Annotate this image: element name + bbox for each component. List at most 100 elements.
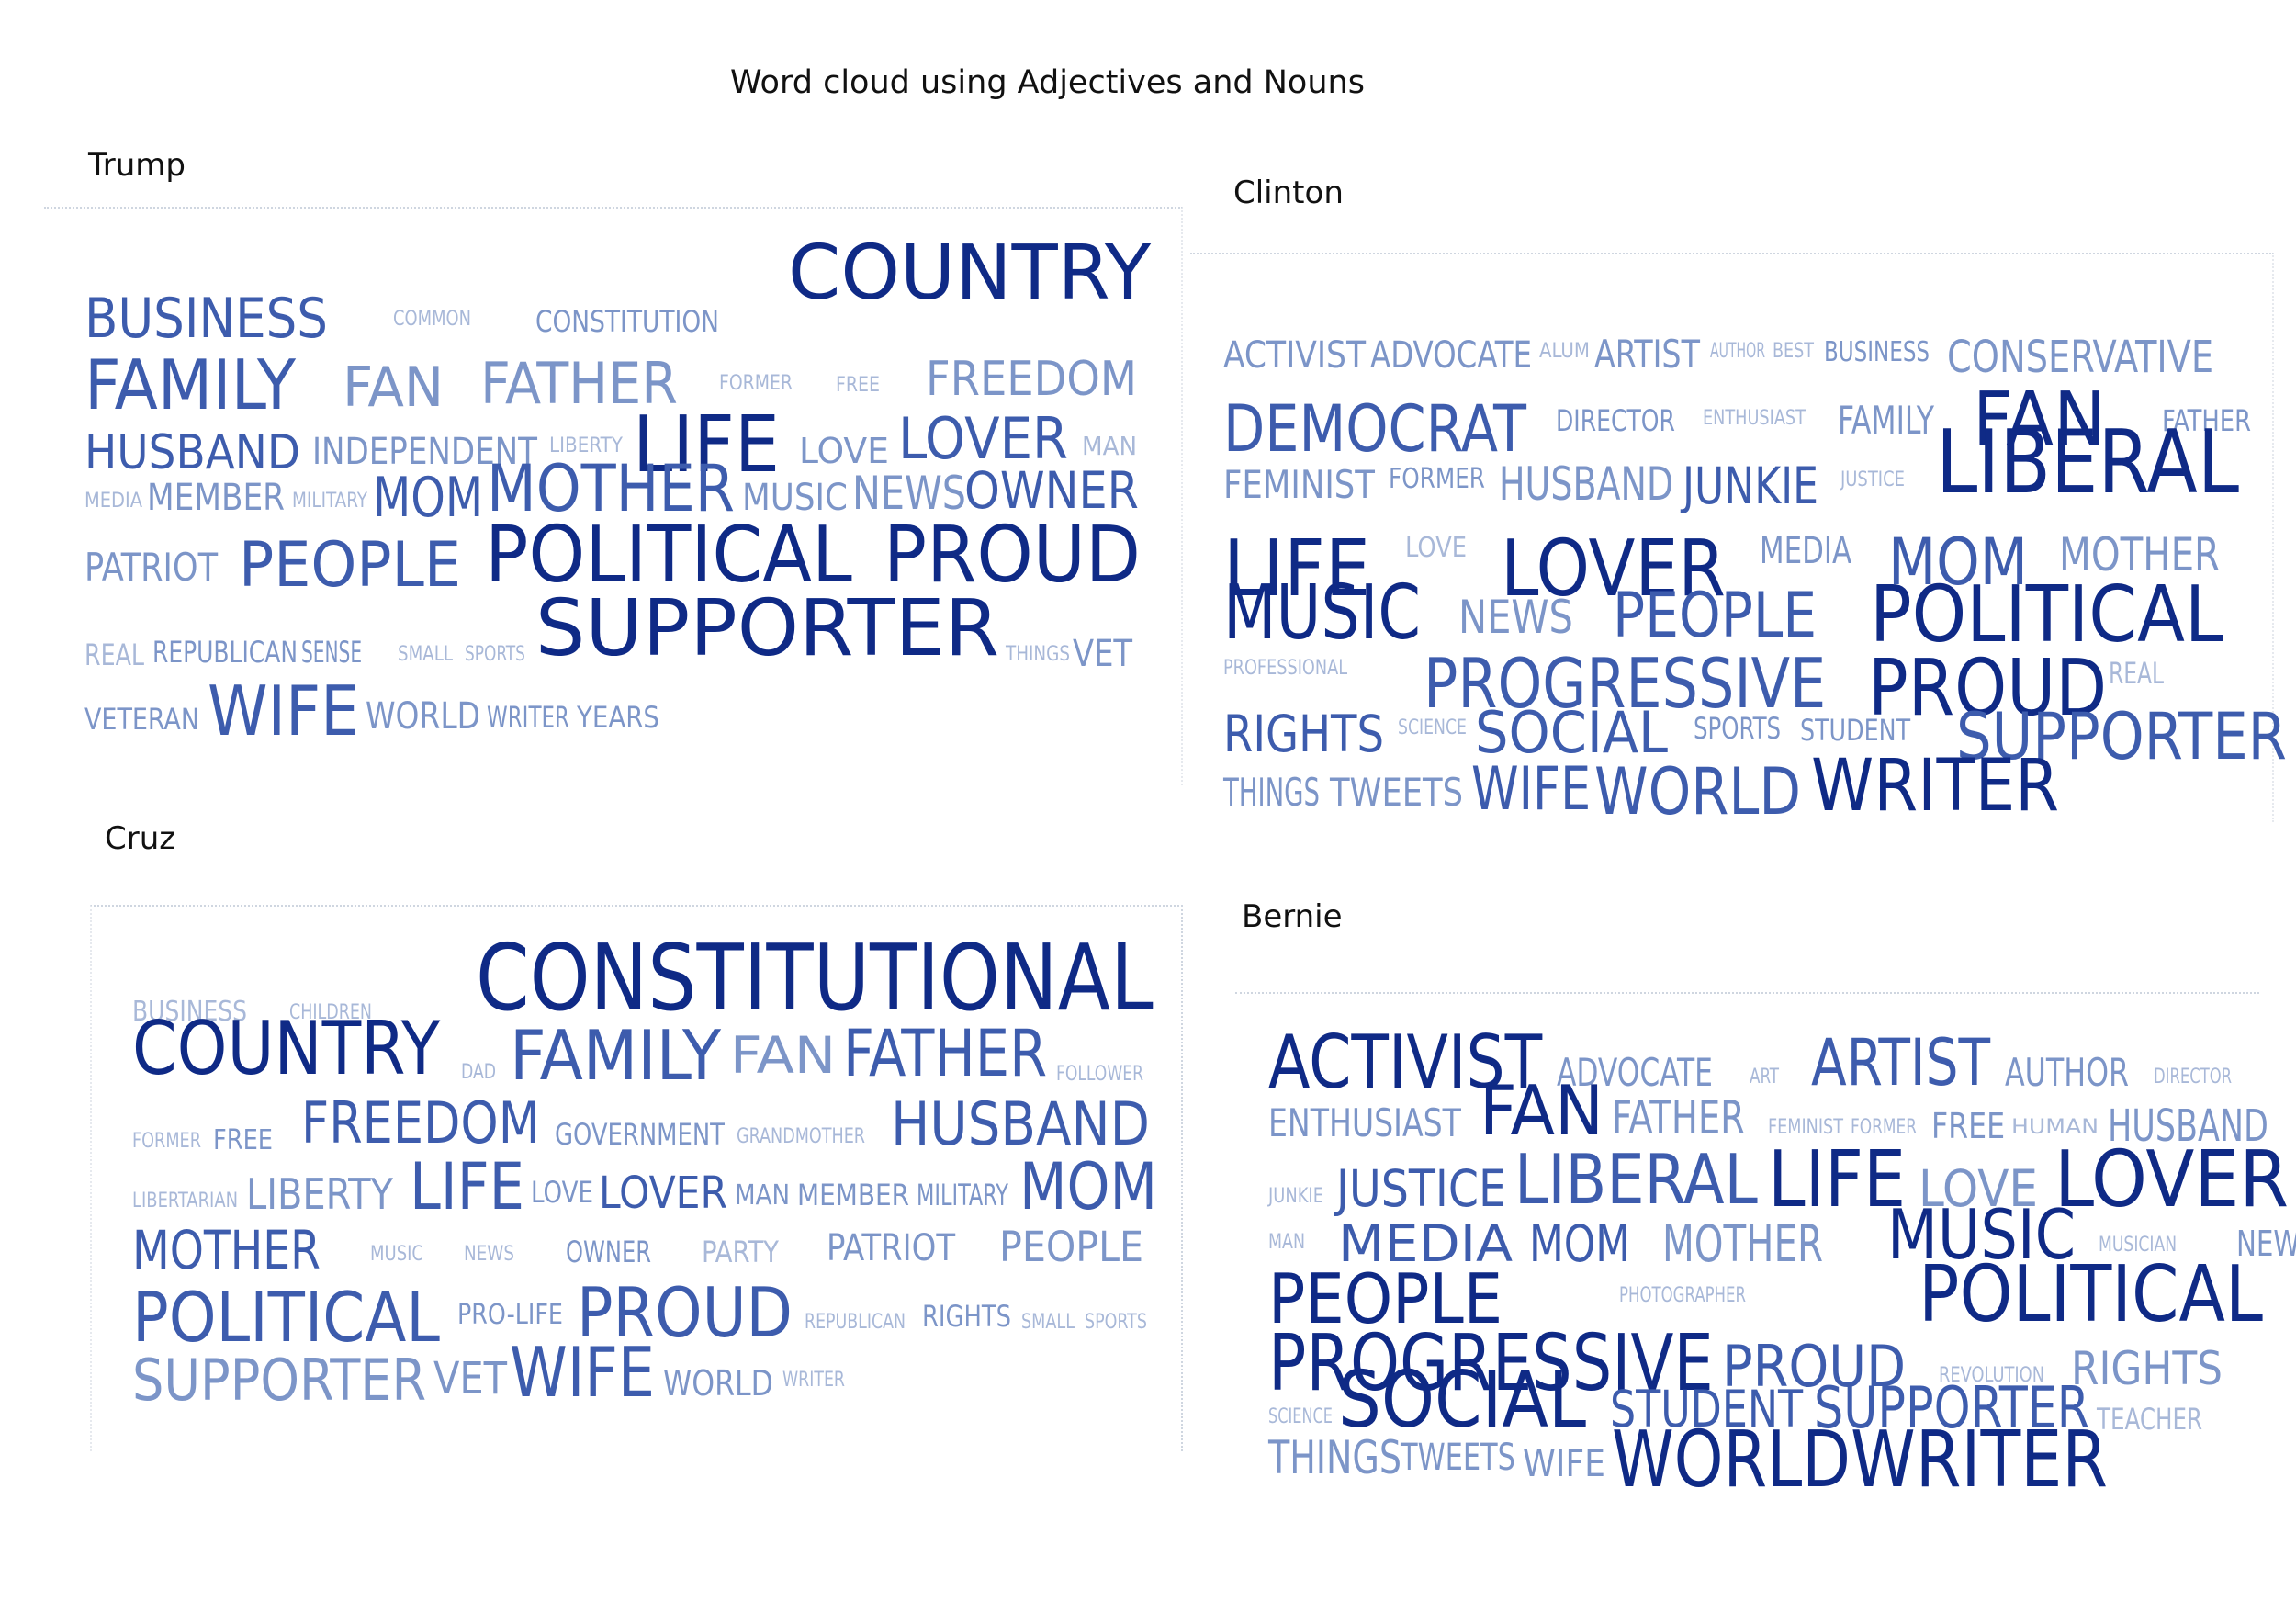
cloud-panel-clinton: ACTIVIST ADVOCATE ALUM ARTIST AUTHOR BEST BUSI… bbox=[1190, 253, 2287, 829]
word-fan: FAN bbox=[730, 1026, 837, 1085]
word-professional: PROFESSIONAL bbox=[1223, 657, 1348, 680]
word-justice: JUSTICE bbox=[1336, 1159, 1506, 1218]
word-freedom: FREEDOM bbox=[926, 352, 1137, 407]
word-small: SMALL bbox=[1021, 1311, 1075, 1334]
word-things: THINGS bbox=[1268, 1431, 1402, 1484]
word-lover: LOVER bbox=[1501, 524, 1726, 615]
word-common: COMMON bbox=[393, 308, 472, 331]
word-media: MEDIA bbox=[1760, 530, 1852, 572]
word-enthusiast: ENTHUSIAST bbox=[1703, 407, 1806, 430]
word-activist: ACTIVIST bbox=[1223, 334, 1367, 377]
word-best: BEST bbox=[1773, 340, 1815, 363]
word-sports: SPORTS bbox=[1694, 711, 1782, 746]
word-rights: RIGHTS bbox=[922, 1299, 1012, 1334]
word-free: FREE bbox=[213, 1124, 273, 1156]
cloud-label-bernie: Bernie bbox=[1242, 898, 1343, 935]
word-member: MEMBER bbox=[147, 477, 286, 519]
word-fan: FAN bbox=[1480, 1070, 1604, 1151]
word-vet: VET bbox=[1073, 633, 1133, 675]
word-republican: REPUBLICAN bbox=[805, 1311, 906, 1334]
word-country: COUNTRY bbox=[132, 1006, 441, 1091]
word-author: AUTHOR bbox=[1710, 340, 1766, 363]
word-husband: HUSBAND bbox=[84, 425, 300, 480]
word-rights: RIGHTS bbox=[2071, 1342, 2223, 1395]
word-junkie: JUNKIE bbox=[1683, 457, 1819, 515]
cloud-panel-cruz: BUSINESS CHILDREN CONSTITUTIONAL COUNTRY DAD… bbox=[90, 905, 1183, 1451]
word-liberal: LIBERAL bbox=[1936, 412, 2239, 513]
word-world: WORLD bbox=[1612, 1415, 1851, 1506]
word-photographer: PHOTOGRAPHER bbox=[1619, 1284, 1747, 1307]
word-mother: MOTHER bbox=[1662, 1214, 1823, 1273]
word-liberty: LIBERTY bbox=[246, 1169, 393, 1219]
word-mom: MOM bbox=[1888, 524, 2028, 600]
word-father: FATHER bbox=[480, 350, 678, 417]
word-years: YEARS bbox=[577, 700, 659, 735]
word-world: WORLD bbox=[1594, 754, 1802, 829]
word-mom: MOM bbox=[1019, 1149, 1158, 1224]
word-art: ART bbox=[1750, 1066, 1780, 1088]
word-music: MUSIC bbox=[370, 1243, 424, 1266]
word-proud: PROUD bbox=[1868, 643, 2108, 734]
word-people: PEOPLE bbox=[1613, 580, 1818, 652]
word-wife: WIFE bbox=[208, 671, 360, 751]
word-former: FORMER bbox=[1851, 1116, 1918, 1139]
word-progressive: PROGRESSIVE bbox=[1268, 1318, 1714, 1409]
word-wife: WIFE bbox=[1523, 1443, 1605, 1485]
word-small: SMALL bbox=[398, 643, 454, 666]
word-liberal: LIBERAL bbox=[1514, 1139, 1758, 1220]
cloud-panel-trump: BUSINESS COMMON CONSTITUTION COUNTRY FAMILY F… bbox=[44, 207, 1183, 785]
word-political: POLITICAL bbox=[132, 1277, 440, 1358]
word-mom: MOM bbox=[373, 466, 484, 530]
word-world: WORLD bbox=[663, 1363, 773, 1404]
word-people: PEOPLE bbox=[1268, 1258, 1503, 1339]
word-country: COUNTRY bbox=[788, 230, 1151, 317]
word-proud: PROUD bbox=[1722, 1333, 1907, 1400]
word-artist: ARTIST bbox=[1811, 1025, 1991, 1100]
word-artist: ARTIST bbox=[1594, 332, 1700, 377]
word-news: NEWS bbox=[852, 467, 967, 520]
word-political: POLITICAL bbox=[1919, 1249, 2263, 1340]
word-vet: VET bbox=[433, 1353, 508, 1404]
word-world: WORLD bbox=[366, 695, 481, 738]
word-writer: WRITER bbox=[782, 1369, 845, 1392]
word-life: LIFE bbox=[633, 400, 780, 491]
word-real: REAL bbox=[2109, 656, 2165, 691]
word-sports: SPORTS bbox=[1085, 1311, 1147, 1334]
word-student: STUDENT bbox=[1800, 713, 1911, 748]
word-writer: WRITER bbox=[1851, 1415, 2108, 1506]
word-constitution: CONSTITUTION bbox=[535, 304, 719, 339]
word-activist: ACTIVIST bbox=[1268, 1020, 1543, 1105]
word-business: BUSINESS bbox=[132, 996, 248, 1028]
word-musician: MUSICIAN bbox=[2099, 1234, 2178, 1257]
word-military: MILITARY bbox=[292, 490, 368, 513]
word-social: SOCIAL bbox=[1338, 1355, 1587, 1446]
word-alum: ALUM bbox=[1539, 340, 1590, 363]
word-writer: WRITER bbox=[1811, 745, 2060, 828]
word-political: POLITICAL bbox=[485, 510, 852, 601]
word-fan: FAN bbox=[343, 355, 445, 420]
word-real: REAL bbox=[84, 637, 144, 672]
word-media: MEDIA bbox=[1338, 1214, 1514, 1273]
word-advocate: ADVOCATE bbox=[1370, 334, 1533, 377]
word-freedom: FREEDOM bbox=[301, 1089, 541, 1156]
word-family: FAMILY bbox=[84, 344, 296, 425]
word-free: FREE bbox=[1931, 1106, 2006, 1146]
word-business: BUSINESS bbox=[84, 287, 328, 351]
word-love: LOVE bbox=[1405, 532, 1468, 564]
word-justice: JUSTICE bbox=[1840, 468, 1905, 491]
word-member: MEMBER bbox=[797, 1178, 910, 1212]
word-music: MUSIC bbox=[1223, 570, 1421, 657]
word-junkie: JUNKIE bbox=[1268, 1185, 1324, 1208]
word-tweets: TWEETS bbox=[1401, 1437, 1515, 1479]
word-director: DIRECTOR bbox=[1556, 403, 1675, 438]
word-supporter: SUPPORTER bbox=[1956, 699, 2287, 774]
word-student: STUDENT bbox=[1610, 1380, 1804, 1438]
word-science: SCIENCE bbox=[1268, 1405, 1333, 1428]
word-music: MUSIC bbox=[742, 477, 848, 519]
word-love: LOVE bbox=[799, 431, 889, 471]
word-supporter: SUPPORTER bbox=[535, 583, 999, 674]
word-supporter: SUPPORTER bbox=[132, 1347, 427, 1414]
word-lover: LOVER bbox=[2054, 1134, 2290, 1225]
word-sense: SENSE bbox=[301, 635, 363, 670]
word-sports: SPORTS bbox=[465, 643, 525, 666]
